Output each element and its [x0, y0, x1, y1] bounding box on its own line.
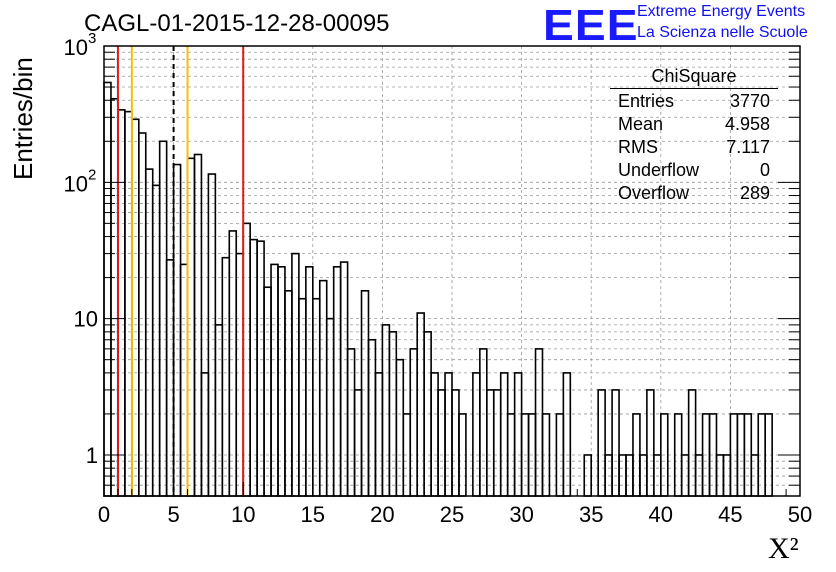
stats-row-entries: Entries 3770 [610, 91, 778, 114]
histogram-bar [562, 372, 572, 497]
histogram-bar [124, 110, 133, 497]
stats-label: Underflow [618, 160, 700, 180]
y-tick-label: 10 [64, 171, 88, 196]
logo-line-1: Extreme Energy Events [637, 3, 806, 20]
histogram-bar [249, 238, 258, 497]
x-tick-label: 45 [718, 502, 742, 527]
histogram-bar [492, 389, 502, 497]
x-axis-label: X² [768, 532, 799, 565]
x-tick-label: 15 [301, 502, 325, 527]
histogram-bar [318, 279, 328, 497]
histogram-bar [221, 256, 231, 497]
logo-line-2: La Scienza nelle Scuole [637, 24, 808, 41]
histogram-bar [138, 132, 147, 497]
stats-value: 4.958 [724, 114, 770, 134]
axis-ticks [103, 45, 801, 497]
stats-label: Mean [618, 114, 664, 134]
histogram-bar [353, 389, 363, 497]
histogram-bar [472, 372, 481, 497]
histogram-bar [325, 317, 335, 497]
x-tick-label: 30 [509, 502, 533, 527]
histogram-bar [451, 389, 460, 497]
stats-label: Overflow [618, 183, 690, 203]
histogram-bar [437, 389, 446, 497]
x-tick-label: 10 [231, 502, 255, 527]
stats-value: 289 [739, 183, 770, 203]
histogram-bar [367, 338, 377, 497]
stats-name: ChiSquare [610, 66, 778, 89]
histogram-bar [311, 297, 321, 497]
histogram-bar [597, 389, 606, 497]
stats-value: 3770 [729, 91, 770, 111]
histogram-bar [144, 168, 154, 497]
histogram-bar [360, 290, 370, 497]
histogram-bar [611, 389, 620, 497]
y-tick-label: 10 [74, 307, 98, 332]
histogram-bar [131, 118, 140, 497]
y-tick-label: 1 [86, 443, 98, 468]
histogram-bar [499, 372, 509, 497]
histogram-bar [444, 372, 453, 497]
stats-label: Entries [618, 91, 675, 111]
histogram-bar [395, 358, 405, 497]
histogram-bar [110, 97, 119, 497]
y-tick-label: 10 [64, 35, 88, 60]
stats-row-overflow: Overflow 289 [610, 183, 778, 206]
histogram-bar [291, 252, 300, 497]
histogram-bar [214, 324, 224, 497]
histogram-bar [228, 230, 238, 497]
histogram-bar [117, 109, 126, 497]
y-tick-exponent: 3 [88, 30, 96, 47]
x-tick-label: 25 [440, 502, 464, 527]
histogram-bar [513, 372, 523, 497]
histogram-bar [485, 389, 495, 497]
stats-value: 0 [759, 160, 770, 180]
stats-row-underflow: Underflow 0 [610, 160, 778, 183]
histogram-bar [479, 348, 488, 497]
histogram-bar [186, 157, 196, 497]
histogram-bar [374, 372, 384, 497]
histogram-bar [256, 240, 265, 497]
x-tick-label: 50 [788, 502, 812, 527]
reference-lines [116, 46, 245, 496]
histogram-bar [430, 372, 439, 497]
histogram-bar [298, 297, 307, 497]
x-tick-label: 0 [98, 502, 110, 527]
y-axis-label: Entries/bin [8, 57, 38, 180]
histogram-bar [165, 259, 175, 497]
histogram-bar [687, 389, 697, 497]
histogram-bar [207, 173, 217, 497]
histogram-bar [332, 266, 342, 497]
x-tick-label: 5 [167, 502, 179, 527]
x-tick-label: 35 [579, 502, 603, 527]
histogram-bar [151, 184, 161, 497]
histogram-bar [284, 290, 293, 497]
histogram-bar [277, 266, 286, 497]
histogram-bar [305, 266, 314, 497]
histogram-bar [646, 389, 655, 497]
histogram-bar [409, 348, 418, 497]
stats-row-rms: RMS 7.117 [610, 137, 778, 160]
x-tick-label: 20 [370, 502, 394, 527]
chart-title: CAGL-01-2015-12-28-00095 [84, 10, 390, 37]
histogram-bar [346, 348, 356, 497]
y-tick-exponent: 2 [88, 166, 96, 183]
histogram-bar [200, 372, 210, 497]
histogram-bar [534, 348, 544, 497]
stats-row-mean: Mean 4.958 [610, 114, 778, 137]
stats-box: ChiSquare Entries 3770 Mean 4.958 RMS 7.… [610, 66, 778, 206]
histogram-bar [235, 252, 245, 497]
histogram-bar [172, 163, 182, 497]
histogram-bar [381, 324, 391, 497]
eee-logo: EEE [543, 1, 639, 50]
x-tick-label: 40 [649, 502, 673, 527]
histogram-bar [103, 81, 112, 497]
stats-label: RMS [618, 137, 658, 157]
stats-value: 7.117 [726, 137, 770, 157]
